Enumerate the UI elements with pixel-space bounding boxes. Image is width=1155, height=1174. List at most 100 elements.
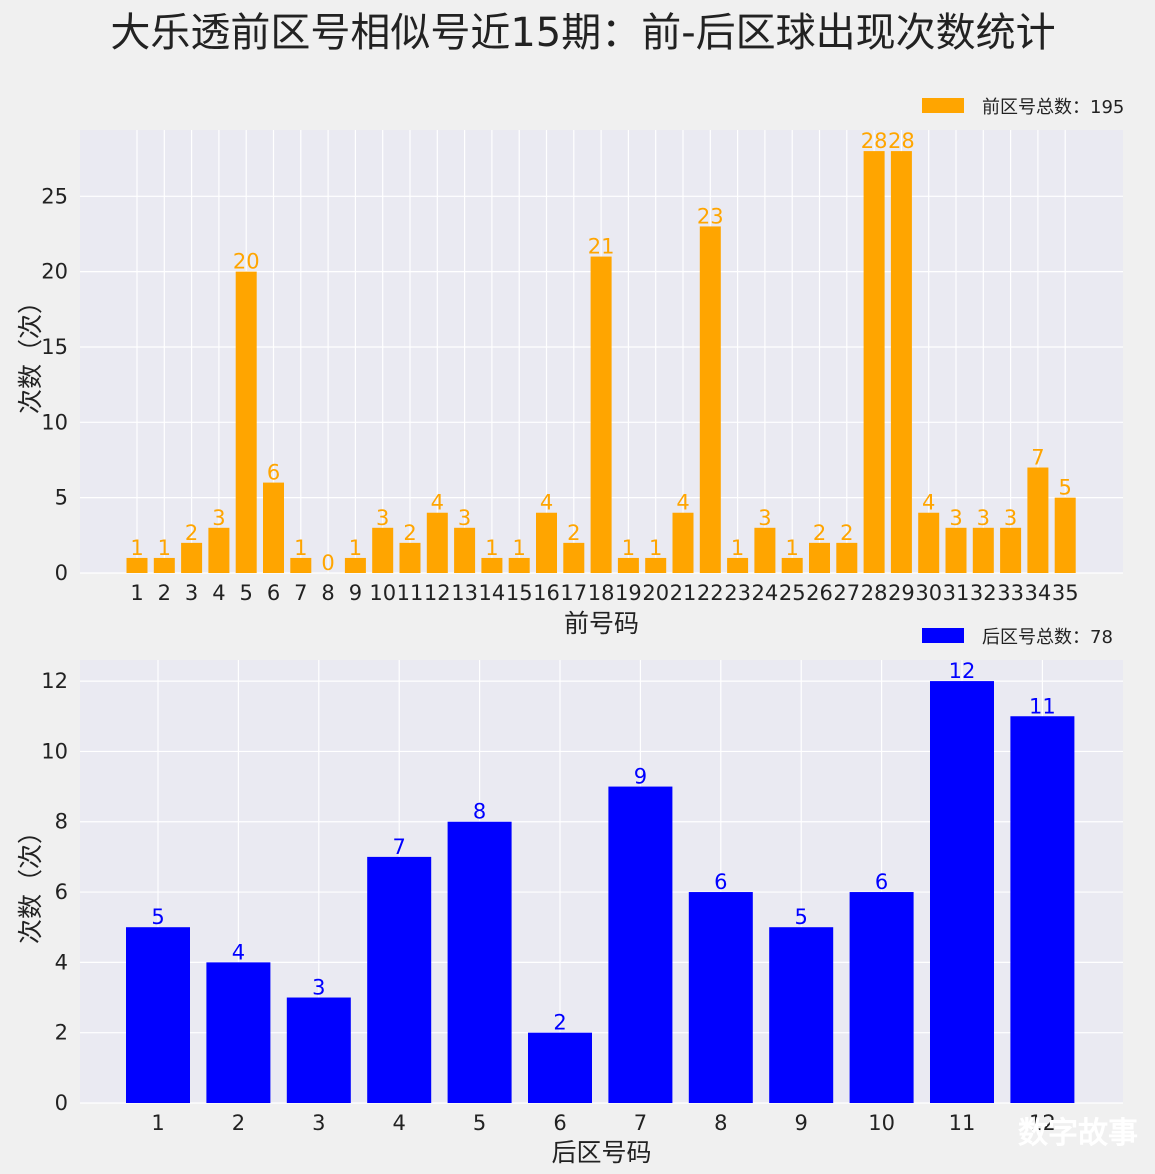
- front-bar-value-label: 3: [949, 506, 962, 530]
- back-y-tick-label: 8: [55, 810, 68, 834]
- front-bar: [290, 557, 312, 573]
- front-x-tick-label: 6: [267, 581, 280, 605]
- back-bar: [528, 1032, 592, 1103]
- front-bar-value-label: 3: [376, 506, 389, 530]
- front-bar-value-label: 1: [622, 536, 635, 560]
- front-bar-value-label: 2: [567, 521, 580, 545]
- front-bar: [208, 527, 230, 573]
- front-bar-value-label: 5: [1059, 476, 1072, 500]
- back-y-axis-label: 次数（次）: [16, 819, 45, 944]
- front-x-tick-label: 35: [1052, 581, 1079, 605]
- front-bar-value-label: 28: [861, 129, 888, 153]
- back-bar-value-label: 12: [949, 659, 976, 683]
- front-bar-value-label: 4: [431, 491, 444, 515]
- front-legend: 前区号总数：195: [922, 97, 1124, 118]
- front-y-tick-label: 15: [41, 335, 68, 359]
- front-x-tick-label: 8: [321, 581, 334, 605]
- front-x-tick-label: 16: [533, 581, 560, 605]
- back-y-tick-label: 10: [41, 739, 68, 763]
- front-x-tick-labels: 1 2 3 4 5 6 7 8 9 10 11 12 13 14 15 16 17 18 19 20 21 22 23 24 2…: [130, 581, 1078, 605]
- front-x-tick-label: 33: [997, 581, 1024, 605]
- front-x-tick-label: 22: [697, 581, 724, 605]
- back-bar-value-label: 6: [714, 870, 727, 894]
- back-bar: [688, 892, 753, 1103]
- front-x-tick-label: 31: [943, 581, 970, 605]
- back-bar-value-label: 8: [473, 800, 486, 824]
- front-bar-value-label: 3: [977, 506, 990, 530]
- front-bar: [536, 512, 557, 573]
- front-bar-value-label: 1: [158, 536, 171, 560]
- front-bar-value-label: 1: [485, 536, 498, 560]
- front-bar: [672, 512, 694, 573]
- back-bar-value-label: 2: [553, 1011, 566, 1035]
- front-x-tick-label: 7: [294, 581, 307, 605]
- front-bar: [454, 527, 476, 573]
- back-legend-label: 后区号总数：78: [982, 627, 1113, 648]
- back-x-tick-label: 11: [949, 1111, 976, 1135]
- back-bar: [930, 681, 994, 1103]
- front-x-tick-label: 30: [915, 581, 942, 605]
- back-bar: [286, 997, 351, 1103]
- front-bar: [863, 151, 885, 573]
- back-x-tick-label: 6: [553, 1111, 566, 1135]
- front-bar: [481, 557, 503, 573]
- front-x-tick-label: 2: [158, 581, 171, 605]
- front-x-tick-label: 32: [970, 581, 997, 605]
- front-x-tick-label: 27: [833, 581, 860, 605]
- front-x-tick-label: 17: [560, 581, 587, 605]
- front-bar-value-label: 21: [588, 235, 615, 259]
- front-y-tick-label: 5: [55, 486, 68, 510]
- front-bar-value-label: 2: [185, 521, 198, 545]
- front-bar: [1027, 467, 1049, 573]
- front-legend-label: 前区号总数：195: [982, 97, 1124, 118]
- front-bar: [836, 542, 858, 573]
- front-bar: [426, 512, 448, 573]
- back-bar: [1010, 716, 1075, 1103]
- chart-title: 大乐透前区号相似号近15期：前-后区球出现次数统计: [110, 10, 1055, 56]
- back-x-tick-label: 2: [232, 1111, 245, 1135]
- back-legend-swatch: [922, 628, 964, 643]
- front-x-tick-label: 24: [752, 581, 779, 605]
- front-bar: [508, 557, 530, 573]
- back-y-tick-label: 6: [55, 880, 68, 904]
- back-bar-value-label: 7: [393, 835, 406, 859]
- front-bar-value-label: 23: [697, 204, 724, 228]
- back-bar-value-label: 3: [312, 976, 325, 1000]
- front-y-tick-label: 0: [55, 561, 68, 585]
- front-bar-value-label: 1: [349, 536, 362, 560]
- back-bar: [206, 962, 271, 1103]
- front-y-tick-label: 10: [41, 410, 68, 434]
- front-bar-value-label: 2: [403, 521, 416, 545]
- front-bar: [263, 482, 284, 573]
- front-bar: [590, 256, 612, 573]
- front-bar: [699, 226, 721, 574]
- front-x-tick-label: 18: [588, 581, 615, 605]
- front-bar-value-label: 1: [130, 536, 143, 560]
- back-x-tick-label: 12: [1029, 1111, 1056, 1135]
- front-x-tick-label: 21: [670, 581, 697, 605]
- front-bar-value-label: 20: [233, 250, 260, 274]
- back-bar-value-label: 6: [875, 870, 888, 894]
- front-x-tick-label: 26: [806, 581, 833, 605]
- front-bar: [1000, 527, 1022, 573]
- front-bar-value-label: 1: [649, 536, 662, 560]
- front-bar-value-label: 4: [922, 491, 935, 515]
- back-x-tick-label: 1: [151, 1111, 164, 1135]
- front-bar-value-label: 28: [888, 129, 915, 153]
- back-legend: 后区号总数：78: [922, 627, 1113, 648]
- watermark: 数字故事: [1018, 1116, 1138, 1151]
- back-x-axis-label: 后区号码: [551, 1138, 651, 1167]
- front-bar: [972, 527, 994, 573]
- front-x-axis-label: 前号码: [564, 609, 639, 638]
- front-bar: [563, 542, 585, 573]
- front-bar-value-label: 6: [267, 461, 280, 485]
- front-y-tick-label: 25: [41, 184, 68, 208]
- front-x-tick-label: 13: [451, 581, 478, 605]
- front-y-tick-label: 20: [41, 260, 68, 284]
- front-bar: [399, 542, 421, 573]
- front-bar-value-label: 0: [321, 551, 334, 575]
- front-x-tick-label: 20: [642, 581, 669, 605]
